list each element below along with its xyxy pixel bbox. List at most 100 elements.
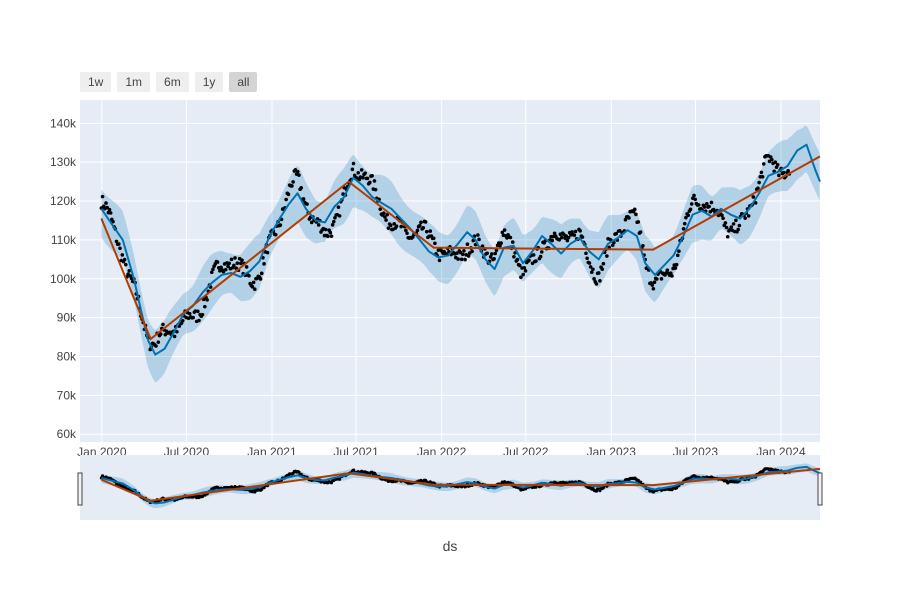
- actual-point: [465, 242, 470, 247]
- actual-point: [636, 220, 641, 224]
- actual-point: [361, 175, 365, 180]
- y-tick-label: 100k: [50, 272, 77, 286]
- actual-point: [508, 235, 513, 240]
- actual-point: [424, 229, 429, 234]
- actual-point: [607, 245, 612, 250]
- actual-point: [333, 216, 337, 220]
- actual-point: [675, 253, 680, 258]
- main-trend-line: [100, 155, 821, 341]
- actual-point: [421, 225, 426, 230]
- actual-point: [394, 224, 399, 229]
- actual-point: [187, 311, 192, 316]
- actual-point: [688, 207, 693, 212]
- actual-point: [386, 226, 391, 230]
- actual-point: [702, 205, 707, 209]
- actual-point: [259, 271, 264, 276]
- actual-point: [384, 218, 388, 222]
- actual-point: [705, 202, 709, 206]
- range-button-1m[interactable]: 1m: [117, 72, 151, 92]
- actual-point: [490, 252, 494, 256]
- actual-point: [540, 250, 544, 254]
- actual-point: [770, 157, 774, 162]
- actual-point: [323, 227, 328, 232]
- actual-point: [566, 235, 571, 240]
- range-button-6m[interactable]: 6m: [156, 72, 189, 92]
- actual-point: [759, 170, 764, 175]
- actual-point: [223, 267, 228, 272]
- range-button-1y[interactable]: 1y: [194, 72, 224, 92]
- actual-point: [172, 334, 177, 339]
- actual-point: [498, 244, 502, 248]
- actual-point: [786, 169, 790, 173]
- range-slider-left-handle[interactable]: [77, 472, 83, 506]
- actual-point: [761, 162, 766, 166]
- actual-point: [111, 219, 115, 224]
- actual-point: [614, 231, 618, 236]
- actual-point: [297, 470, 301, 474]
- actual-point: [233, 256, 237, 260]
- actual-point: [200, 312, 205, 317]
- actual-point: [350, 167, 355, 172]
- actual-point: [731, 222, 736, 226]
- actual-point: [229, 257, 234, 262]
- actual-point: [510, 240, 515, 244]
- actual-point: [527, 258, 531, 262]
- actual-point: [278, 223, 283, 227]
- actual-point: [258, 277, 263, 281]
- actual-point: [736, 227, 740, 232]
- actual-point: [623, 217, 628, 222]
- actual-point: [351, 161, 356, 166]
- actual-point: [724, 225, 729, 230]
- actual-point: [707, 204, 711, 209]
- actual-point: [773, 160, 778, 164]
- actual-point: [674, 262, 679, 267]
- actual-point: [235, 261, 240, 266]
- actual-point: [437, 258, 442, 263]
- actual-point: [775, 163, 780, 167]
- range-button-all[interactable]: all: [229, 72, 258, 92]
- actual-point: [356, 170, 360, 175]
- actual-point: [641, 243, 645, 248]
- actual-point: [557, 237, 562, 242]
- actual-point: [388, 223, 393, 228]
- actual-point: [587, 261, 592, 265]
- actual-point: [592, 277, 596, 281]
- actual-point: [591, 267, 595, 272]
- actual-point: [460, 252, 465, 257]
- actual-point: [689, 202, 694, 206]
- actual-point: [203, 304, 207, 309]
- actual-point: [265, 250, 270, 255]
- actual-point: [470, 249, 474, 254]
- actual-point: [122, 257, 127, 262]
- actual-point: [565, 238, 570, 243]
- actual-point: [120, 253, 125, 257]
- actual-point: [104, 201, 108, 205]
- actual-point: [638, 230, 643, 234]
- actual-point: [399, 224, 403, 229]
- actual-point: [415, 228, 420, 233]
- actual-point: [114, 239, 119, 244]
- actual-point: [521, 272, 526, 277]
- range-button-1w[interactable]: 1w: [80, 72, 112, 92]
- actual-point: [777, 173, 781, 178]
- actual-point: [336, 205, 341, 209]
- actual-point: [251, 280, 256, 285]
- actual-point: [760, 175, 765, 179]
- range-slider-right-handle[interactable]: [817, 472, 823, 506]
- actual-point: [291, 180, 295, 184]
- actual-point: [175, 329, 179, 334]
- actual-point: [232, 263, 236, 268]
- actual-point: [419, 220, 423, 225]
- actual-point: [477, 237, 481, 242]
- actual-point: [284, 197, 288, 202]
- actual-point: [370, 174, 374, 178]
- actual-point: [299, 185, 304, 190]
- range-slider-background[interactable]: [80, 455, 820, 520]
- actual-point: [127, 268, 132, 273]
- actual-point: [385, 212, 390, 217]
- actual-point: [488, 255, 493, 259]
- actual-point: [209, 270, 214, 275]
- actual-point: [650, 283, 654, 287]
- actual-point: [196, 309, 200, 314]
- actual-point: [781, 170, 786, 175]
